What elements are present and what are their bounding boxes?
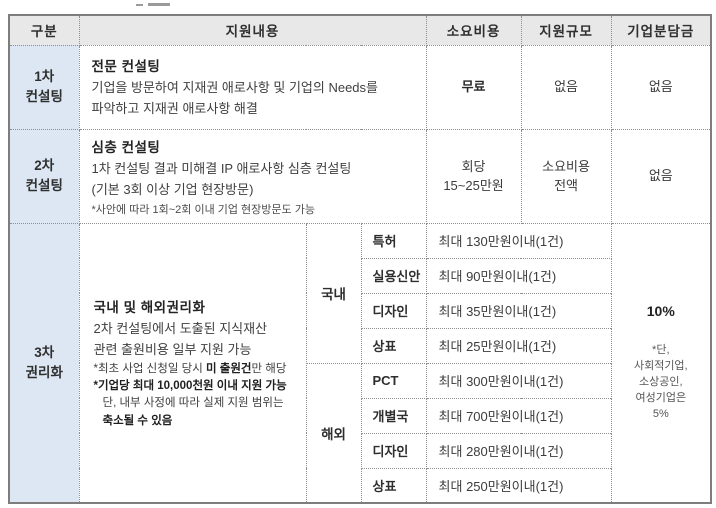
- content-body: 2차 컨설팅에서 도출된 지식재산 관련 출원비용 일부 지원 가능: [93, 320, 268, 357]
- row-rights-sub-2: 실용신안 최대 90만원이내(1건): [9, 257, 711, 294]
- content-cell-3rd-rights: 국내 및 해외권리화 2차 컨설팅에서 도출된 지식재산 관련 출원비용 일부 …: [78, 222, 307, 504]
- content-footnotes: *최초 사업 신청일 당시 미 출원건만 해당 *기업당 최대 10,000천원…: [94, 361, 298, 430]
- share-footnote: *단, 사회적기업, 소상공인, 여성기업은 5%: [633, 344, 688, 420]
- content-title: 전문 컨설팅: [91, 58, 161, 74]
- amount-cell: 최대 90만원이내(1건): [425, 257, 612, 294]
- share-percentage: 10%: [646, 303, 675, 319]
- row-rights-sub-7: 디자인 최대 280만원이내(1건): [9, 432, 711, 469]
- amount-cell: 최대 280만원이내(1건): [425, 432, 612, 469]
- share-cell: 없음: [610, 128, 712, 224]
- footnote-4: 축소될 수 있음: [102, 414, 173, 427]
- ip-type-cell: 상표: [360, 327, 427, 364]
- cost-cell: 회당 15~25만원: [425, 128, 522, 224]
- col-header-category: 구분: [8, 14, 80, 46]
- row-rights-sub-6: 개별국 최대 700만원이내(1건): [9, 397, 711, 434]
- row-rights-sub-5: 해외 PCT 최대 300만원이내(1건): [9, 362, 711, 504]
- scale-cell: 소요비용 전액: [520, 128, 612, 224]
- category-cell-3rd-rights: 3차 권리화: [8, 222, 80, 504]
- col-header-content: 지원내용: [78, 14, 427, 46]
- content-title: 국내 및 해외권리화: [93, 299, 206, 315]
- ip-type-cell: PCT: [360, 362, 427, 399]
- amount-cell: 최대 130만원이내(1건): [425, 222, 612, 259]
- col-header-scale: 지원규모: [520, 14, 612, 46]
- ip-type-cell: 특허: [360, 222, 427, 259]
- ip-type-cell: 실용신안: [360, 257, 427, 294]
- cropped-text-artifact: [136, 2, 176, 6]
- row-rights-sub-4: 상표 최대 25만원이내(1건): [9, 327, 711, 364]
- cost-cell: 무료: [425, 44, 522, 130]
- amount-cell: 최대 35만원이내(1건): [425, 292, 612, 329]
- share-cell: 없음: [610, 44, 712, 130]
- col-header-share: 기업분담금: [610, 14, 712, 46]
- footnote-1: *최초 사업 신청일 당시 미 출원건만 해당: [93, 362, 287, 375]
- amount-cell: 최대 25만원이내(1건): [425, 327, 612, 364]
- ip-type-cell: 디자인: [360, 432, 427, 469]
- table-header-row: 구분 지원내용 소요비용 지원규모 기업분담금: [8, 14, 712, 46]
- region-cell-overseas: 해외: [305, 362, 362, 504]
- category-cell-2nd-consulting: 2차 컨설팅: [8, 128, 80, 224]
- amount-cell: 최대 300만원이내(1건): [425, 362, 612, 399]
- region-cell-domestic: 국내: [305, 222, 362, 364]
- category-cell-1st-consulting: 1차 컨설팅: [8, 44, 80, 130]
- content-body: 기업을 방문하여 지재권 애로사항 및 기업의 Needs를 파악하고 지재권 …: [91, 79, 379, 116]
- row-second-consulting: 2차 컨설팅 심층 컨설팅 1차 컨설팅 결과 미해결 IP 애로사항 심층 컨…: [8, 128, 712, 224]
- footnote-3: 단, 내부 사정에 따라 실제 지원 범위는: [102, 397, 284, 410]
- content-body: 1차 컨설팅 결과 미해결 IP 애로사항 심층 컨설팅 (기본 3회 이상 기…: [91, 160, 352, 197]
- ip-type-cell: 디자인: [360, 292, 427, 329]
- footnote-2: *기업당 최대 10,000천원 이내 지원 가능: [93, 380, 287, 393]
- row-rights-sub-1: 3차 권리화 국내 및 해외권리화 2차 컨설팅에서 도출된 지식재산 관련 출…: [8, 222, 712, 504]
- ip-type-cell: 개별국: [360, 397, 427, 434]
- support-program-table: 구분 지원내용 소요비용 지원규모 기업분담금 1차 컨설팅 전문 컨설팅 기업…: [8, 14, 713, 505]
- amount-cell: 최대 250만원이내(1건): [425, 467, 612, 504]
- amount-cell: 최대 700만원이내(1건): [425, 397, 612, 434]
- row-rights-sub-3: 디자인 최대 35만원이내(1건): [9, 292, 711, 329]
- row-rights-sub-8: 상표 최대 250만원이내(1건): [9, 467, 711, 504]
- scale-cell: 없음: [520, 44, 612, 130]
- ip-type-cell: 상표: [360, 467, 427, 504]
- content-cell-1st-consulting: 전문 컨설팅 기업을 방문하여 지재권 애로사항 및 기업의 Needs를 파악…: [78, 44, 427, 130]
- content-cell-2nd-consulting: 심층 컨설팅 1차 컨설팅 결과 미해결 IP 애로사항 심층 컨설팅 (기본 …: [78, 128, 427, 224]
- col-header-cost: 소요비용: [425, 14, 522, 46]
- content-footnote: *사안에 따라 1회~2회 이내 기업 현장방문도 가능: [91, 203, 315, 216]
- share-cell-3rd-rights: 10% *단, 사회적기업, 소상공인, 여성기업은 5%: [610, 222, 712, 504]
- content-title: 심층 컨설팅: [91, 139, 161, 155]
- row-first-consulting: 1차 컨설팅 전문 컨설팅 기업을 방문하여 지재권 애로사항 및 기업의 Ne…: [8, 44, 712, 130]
